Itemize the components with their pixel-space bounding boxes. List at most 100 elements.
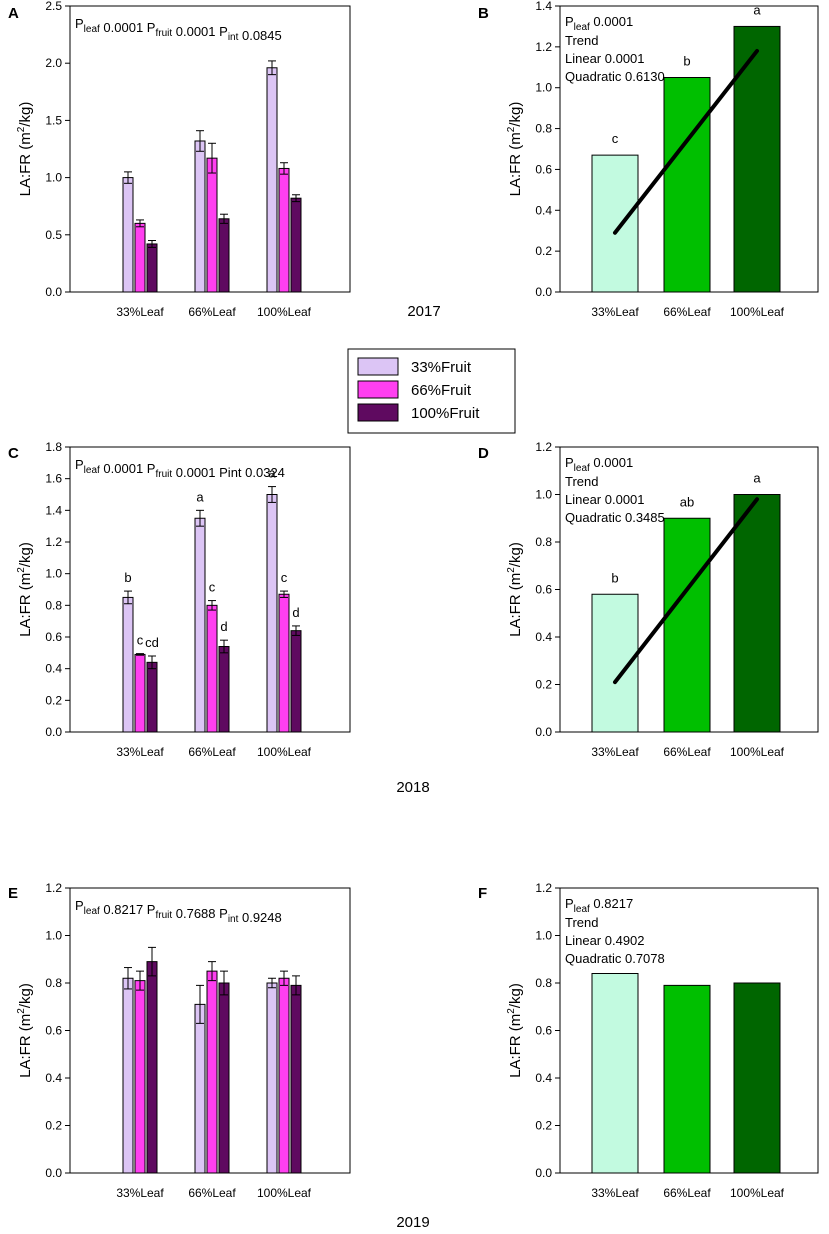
x-tick-label: 100%Leaf: [730, 745, 785, 759]
x-tick-label: 66%Leaf: [663, 1186, 711, 1200]
p-annotation-part: 0.0001: [590, 455, 633, 470]
bar: [266, 67, 278, 293]
panel-label: F: [478, 885, 487, 902]
y-axis-label-part: LA:FR (m: [507, 132, 524, 196]
p-annotation-sub: leaf: [84, 24, 100, 35]
y-tick-label: 2.0: [45, 56, 62, 70]
p-annotation-part: P: [565, 455, 574, 470]
x-tick-label: 33%Leaf: [591, 305, 639, 319]
y-tick-label: 1.0: [45, 171, 62, 185]
p-annotation: Pleaf 0.0001 Pfruit 0.0001 Pint 0.0324: [75, 457, 285, 480]
y-tick-label: 0.0: [45, 1166, 62, 1180]
p-annotation-sub: int: [228, 32, 239, 43]
significance-letter: c: [281, 570, 288, 585]
p-annotation-part: P: [75, 16, 84, 31]
y-tick-label: 0.2: [45, 1119, 62, 1133]
y-tick-label: 1.2: [535, 440, 552, 454]
bar: [146, 661, 158, 733]
legend-swatch: [357, 403, 399, 422]
significance-letter: c: [137, 633, 144, 648]
y-axis-label-sup: 2: [506, 1008, 517, 1014]
y-tick-label: 0.4: [535, 1071, 552, 1085]
y-tick-label: 0.4: [535, 630, 552, 644]
y-tick-label: 1.0: [535, 488, 552, 502]
x-tick-label: 33%Leaf: [116, 305, 164, 319]
y-tick-label: 1.0: [45, 929, 62, 943]
y-tick-label: 0.8: [535, 122, 552, 136]
year-label: 2017: [407, 303, 440, 320]
bar: [206, 157, 218, 293]
p-annotation: Pleaf 0.8217 Pfruit 0.7688 Pint 0.9248: [75, 898, 282, 925]
p-annotation: Pleaf 0.0001 Pfruit 0.0001 Pint 0.0845: [75, 16, 282, 43]
y-tick-label: 1.4: [535, 0, 552, 13]
year-label: 2019: [396, 1214, 429, 1231]
y-tick-label: 0.6: [45, 1024, 62, 1038]
bar: [134, 653, 146, 733]
legend-label: 100%Fruit: [411, 405, 480, 422]
x-tick-label: 100%Leaf: [257, 745, 312, 759]
p-annotation: Pleaf 0.0001: [565, 14, 633, 33]
p-annotation-part: 0.8217: [100, 902, 147, 917]
significance-letter: a: [268, 466, 276, 481]
p-annotation-sub: fruit: [155, 28, 172, 39]
significance-letter: c: [612, 131, 619, 146]
y-axis-label-part: LA:FR (m: [17, 1014, 34, 1078]
y-tick-label: 0.8: [45, 598, 62, 612]
significance-letter: a: [753, 471, 761, 486]
p-annotation-part: P: [565, 14, 574, 29]
x-tick-label: 33%Leaf: [591, 745, 639, 759]
bar: [278, 977, 290, 1174]
bar: [290, 630, 302, 733]
significance-letter: b: [683, 54, 690, 69]
bar: [146, 243, 158, 293]
bar: [663, 984, 711, 1174]
p-annotation: Pleaf 0.8217: [565, 896, 633, 915]
annotation-line: Quadratic 0.3485: [565, 510, 665, 525]
annotation-line: Quadratic 0.7078: [565, 951, 665, 966]
bar: [206, 970, 218, 1174]
legend: 33%Fruit 66%Fruit 100%Fruit: [347, 348, 516, 434]
significance-letter: d: [220, 619, 227, 634]
annotation-line: Quadratic 0.6130: [565, 69, 665, 84]
y-tick-label: 0.8: [45, 976, 62, 990]
y-axis-label-part: LA:FR (m: [507, 1014, 524, 1078]
annotation-line: Linear 0.0001: [565, 51, 645, 66]
y-tick-label: 2.5: [45, 0, 62, 13]
y-axis-label-part: LA:FR (m: [17, 573, 34, 637]
y-tick-label: 1.6: [45, 472, 62, 486]
bar: [266, 494, 278, 733]
p-annotation-part: P: [219, 24, 228, 39]
y-tick-label: 0.4: [45, 1071, 62, 1085]
y-tick-label: 1.8: [45, 440, 62, 454]
x-tick-label: 66%Leaf: [188, 745, 236, 759]
annotation-line: Trend: [565, 915, 598, 930]
bar: [194, 1003, 206, 1174]
annotation-line: Linear 0.4902: [565, 933, 645, 948]
p-annotation-part: 0.7688: [172, 906, 219, 921]
significance-letter: a: [753, 2, 761, 17]
y-tick-label: 1.2: [45, 881, 62, 895]
y-axis-label-part: /kg): [17, 542, 34, 567]
y-axis-label-sup: 2: [16, 126, 27, 132]
bar: [290, 197, 302, 293]
bar: [733, 982, 781, 1174]
y-tick-label: 1.4: [45, 503, 62, 517]
y-tick-label: 0.2: [535, 678, 552, 692]
panel-label: C: [8, 445, 19, 462]
bar: [266, 982, 278, 1174]
p-annotation-sub: leaf: [574, 22, 590, 33]
y-tick-label: 1.2: [535, 40, 552, 54]
x-tick-label: 100%Leaf: [730, 305, 785, 319]
bar: [290, 984, 302, 1174]
y-axis-label-sup: 2: [506, 126, 517, 132]
panel-E: E 0.0 0.2 0.4 0.6 0.8 1.0 1.2 LA:FR (m2/kg) 33%Le…: [8, 881, 351, 1200]
bar: [733, 25, 781, 293]
y-axis-label: LA:FR (m2/kg): [506, 542, 524, 637]
significance-letter: c: [209, 580, 216, 595]
y-axis-label-part: /kg): [507, 542, 524, 567]
y-tick-label: 1.2: [45, 535, 62, 549]
annotation-line: Linear 0.0001: [565, 492, 645, 507]
bar: [278, 593, 290, 733]
y-tick-label: 1.0: [45, 567, 62, 581]
